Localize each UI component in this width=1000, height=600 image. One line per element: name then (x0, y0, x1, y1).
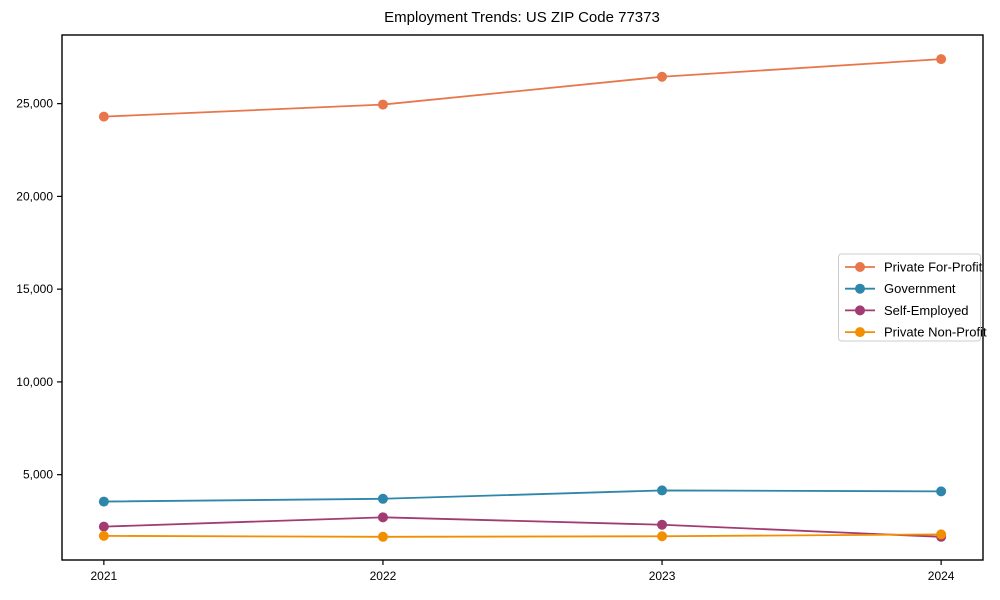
legend-item-private-for-profit: Private For-Profit (845, 260, 983, 275)
data-point-self-employed-2021 (98, 521, 109, 532)
data-point-private-non-profit-2024 (936, 529, 947, 540)
x-tick-label: 2023 (649, 569, 676, 583)
y-tick-label: 10,000 (16, 375, 53, 389)
data-point-private-for-profit-2023 (657, 71, 668, 82)
data-point-private-for-profit-2021 (98, 111, 109, 122)
chart-title: Employment Trends: US ZIP Code 77373 (384, 9, 660, 26)
y-tick-label: 25,000 (16, 97, 53, 111)
legend-item-self-employed: Self-Employed (845, 303, 969, 318)
x-tick-label: 2021 (91, 569, 118, 583)
legend: Private For-Profit Government Self-Employe… (838, 253, 987, 342)
legend-item-label: Government (884, 281, 956, 296)
series-line-government (103, 489, 942, 503)
data-point-private-non-profit-2023 (657, 531, 668, 542)
data-point-self-employed-2022 (377, 512, 388, 523)
data-point-government-2023 (657, 485, 668, 496)
plot-border (61, 34, 984, 561)
series-government (98, 485, 947, 507)
y-tick-label: 5,000 (23, 468, 53, 482)
legend-item-label: Private For-Profit (884, 260, 983, 275)
legend-marker (855, 262, 865, 272)
y-tick-label: 15,000 (16, 282, 53, 296)
series-private-for-profit (98, 54, 947, 122)
series-private-non-profit (98, 529, 947, 542)
data-point-government-2022 (377, 493, 388, 504)
legend-item-label: Private Non-Profit (884, 325, 987, 340)
legend-box (838, 253, 981, 342)
x-tick-label: 2024 (928, 569, 955, 583)
legend-item-private-non-profit: Private Non-Profit (845, 325, 987, 340)
data-point-self-employed-2023 (657, 519, 668, 530)
series-line-private-non-profit (103, 533, 942, 538)
data-point-private-non-profit-2022 (377, 531, 388, 542)
series-self-employed (98, 512, 947, 542)
legend-item-label: Self-Employed (884, 303, 969, 318)
legend-marker (855, 283, 865, 294)
data-point-government-2024 (936, 486, 947, 497)
data-point-private-for-profit-2024 (936, 54, 947, 65)
data-point-private-for-profit-2022 (377, 99, 388, 110)
data-point-government-2021 (98, 496, 109, 507)
series-line-private-for-profit (103, 58, 942, 118)
x-tick-label: 2022 (370, 569, 397, 583)
data-point-private-non-profit-2021 (98, 530, 109, 541)
legend-marker (855, 327, 865, 338)
series-line-self-employed (103, 516, 942, 538)
y-tick-label: 20,000 (16, 189, 53, 203)
legend-item-government: Government (845, 281, 956, 296)
legend-marker (855, 305, 865, 316)
